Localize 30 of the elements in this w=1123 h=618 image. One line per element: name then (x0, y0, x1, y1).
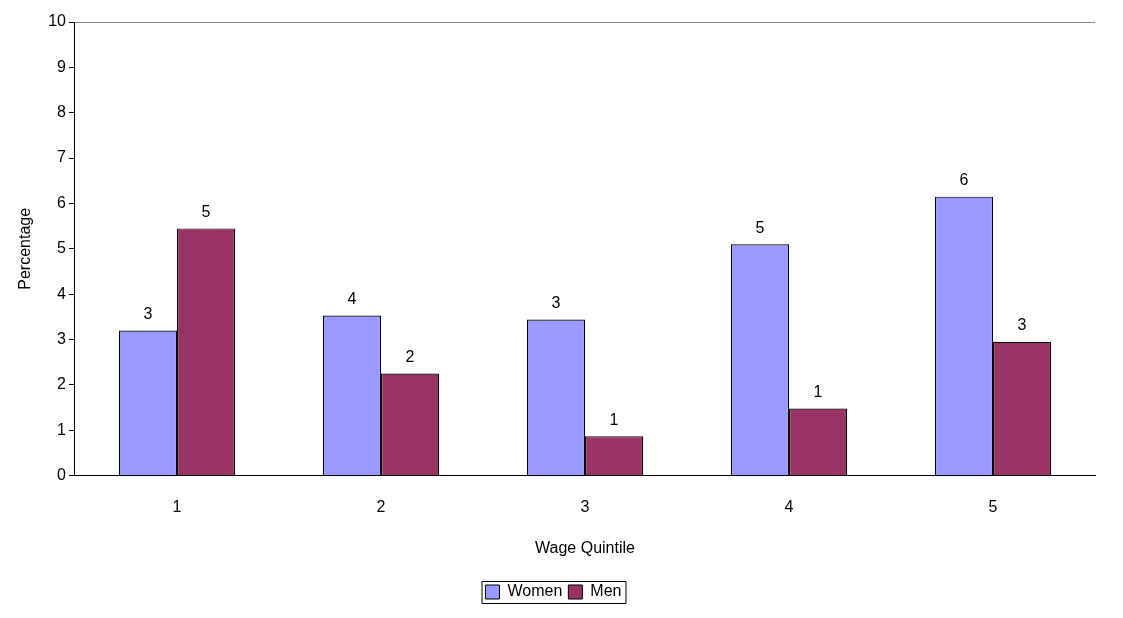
y-tick-label: 3 (57, 329, 67, 347)
x-axis-title: Wage Quintile (535, 538, 636, 556)
data-label: 4 (347, 289, 357, 307)
y-tick-label: 7 (57, 148, 67, 166)
data-label: 2 (405, 347, 415, 365)
x-tick-label: 5 (988, 497, 998, 515)
data-label: 5 (755, 218, 765, 236)
y-tick-label: 2 (57, 375, 67, 393)
legend-label: Men (590, 582, 622, 600)
y-tick-label: 4 (57, 284, 67, 302)
y-tick-label: 1 (57, 420, 67, 438)
x-tick-label: 3 (580, 497, 590, 515)
legend-label: Women (507, 582, 563, 600)
y-tick-label: 5 (57, 239, 67, 257)
y-axis-title: Percentage (16, 207, 34, 290)
data-label: 3 (143, 304, 153, 322)
y-tick-label: 10 (48, 12, 67, 30)
data-label: 1 (609, 410, 619, 428)
y-tick-label: 0 (57, 466, 67, 484)
y-tick-label: 8 (57, 103, 67, 121)
data-label: 3 (1017, 316, 1027, 334)
data-label: 5 (201, 202, 211, 220)
x-tick-label: 2 (376, 497, 386, 515)
y-tick-label: 9 (57, 57, 67, 75)
y-tick-label: 6 (57, 193, 67, 211)
x-tick-label: 1 (172, 497, 182, 515)
data-label: 3 (551, 293, 561, 311)
x-tick-label: 4 (784, 497, 794, 515)
data-label: 1 (813, 382, 823, 400)
data-label: 6 (959, 171, 969, 189)
